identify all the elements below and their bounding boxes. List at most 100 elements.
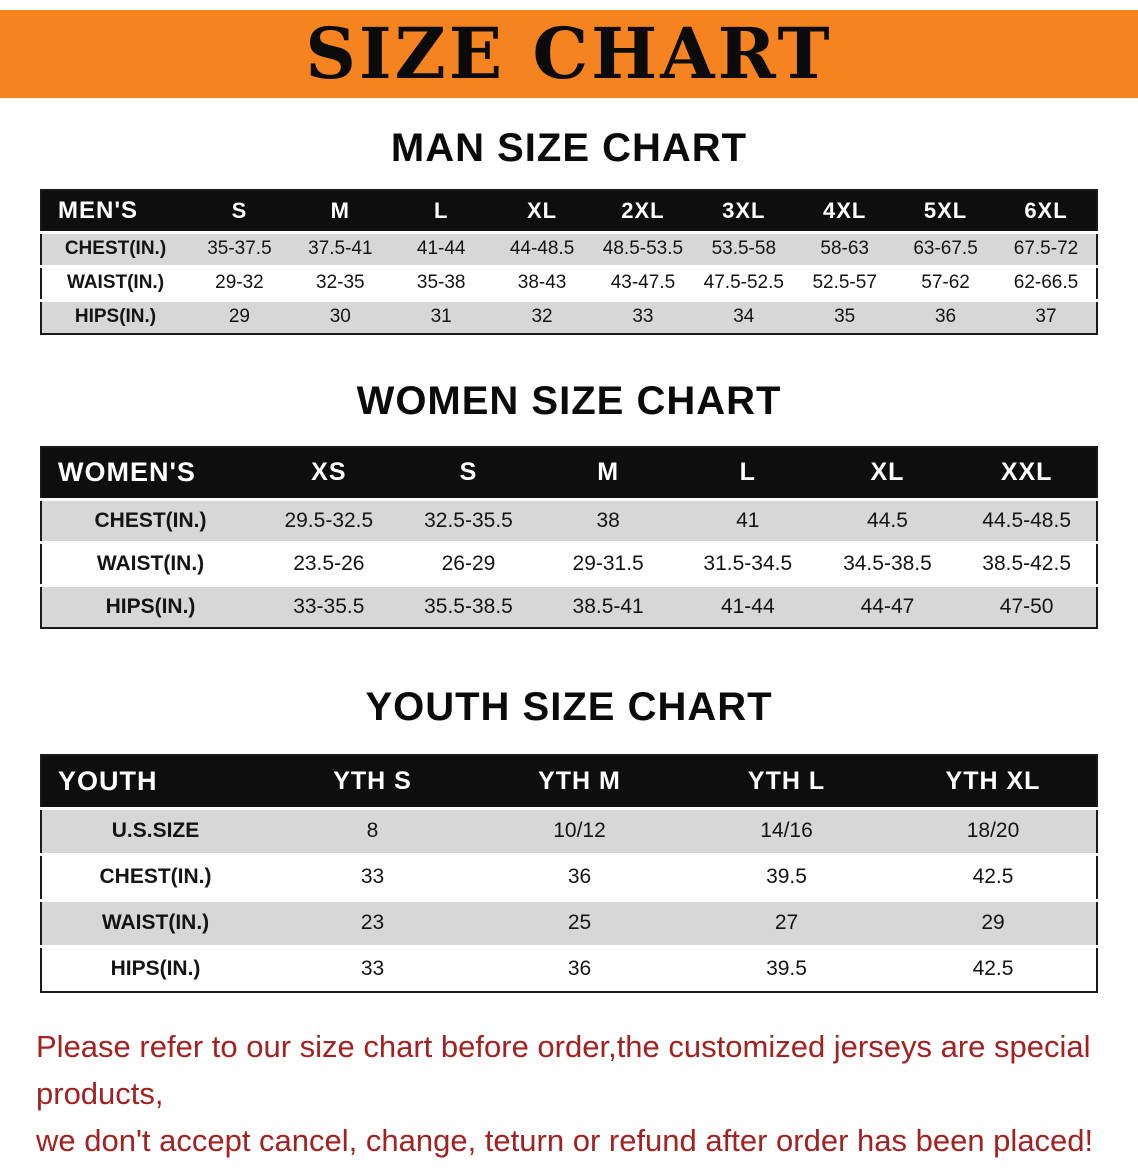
size-value-cell: 43-47.5 — [592, 264, 694, 300]
size-value-cell: 37 — [996, 298, 1097, 334]
measurement-row: WAIST(IN.) 23 25 27 29 — [41, 898, 1097, 946]
size-value-cell: 48.5-53.5 — [592, 230, 694, 266]
size-header-cell: YTH L — [683, 755, 890, 808]
youth-size-section: YOUTH SIZE CHART YOUTH YTH S YTH M YTH L YTH… — [0, 685, 1138, 993]
size-value-cell: 31.5-34.5 — [677, 540, 818, 585]
disclaimer-text: Please refer to our size chart before or… — [36, 1023, 1102, 1164]
size-value-cell: 41-44 — [677, 583, 818, 628]
size-value-cell: 35-38 — [390, 264, 492, 300]
size-value-cell: 33-35.5 — [259, 583, 399, 628]
size-value-cell: 42.5 — [890, 944, 1097, 992]
measurement-row: CHEST(IN.) 33 36 39.5 42.5 — [41, 852, 1097, 900]
size-value-cell: 31 — [390, 298, 492, 334]
size-value-cell: 41-44 — [390, 230, 492, 266]
measurement-row: WAIST(IN.) 23.5-26 26-29 29-31.5 31.5-34.5 34… — [41, 540, 1097, 585]
row-label-cell: HIPS(IN.) — [41, 583, 259, 628]
size-value-cell: 62-66.5 — [996, 264, 1097, 300]
size-value-cell: 42.5 — [890, 852, 1097, 900]
size-value-cell: 32.5-35.5 — [398, 497, 539, 542]
size-header-cell: S — [398, 447, 539, 499]
size-value-cell: 35 — [794, 298, 896, 334]
size-header-cell: YTH S — [269, 755, 476, 808]
measurement-row: U.S.SIZE 8 10/12 14/16 18/20 — [41, 806, 1097, 854]
size-value-cell: 33 — [592, 298, 694, 334]
size-chart-banner: SIZE CHART — [0, 10, 1138, 98]
size-header-cell: M — [289, 190, 391, 232]
size-value-cell: 30 — [289, 298, 391, 334]
size-value-cell: 38.5-42.5 — [957, 540, 1097, 585]
size-value-cell: 63-67.5 — [895, 230, 996, 266]
mens-section-heading: MAN SIZE CHART — [390, 126, 748, 170]
size-value-cell: 53.5-58 — [693, 230, 795, 266]
size-chart-page: SIZE CHART MAN SIZE CHART MEN'S S M L XL 2XL 3… — [0, 10, 1138, 1165]
row-label-cell: U.S.SIZE — [41, 806, 269, 854]
row-label-cell: WAIST(IN.) — [41, 540, 259, 585]
size-value-cell: 38.5-41 — [538, 583, 678, 628]
size-value-cell: 37.5-41 — [289, 230, 391, 266]
youth-section-heading: YOUTH SIZE CHART — [365, 685, 773, 729]
size-value-cell: 52.5-57 — [794, 264, 896, 300]
size-value-cell: 47-50 — [957, 583, 1097, 628]
size-header-cell: 5XL — [895, 190, 996, 232]
size-value-cell: 29 — [890, 898, 1097, 946]
size-value-cell: 10/12 — [476, 806, 683, 854]
size-header-cell: YTH M — [476, 755, 683, 808]
size-header-cell: L — [390, 190, 492, 232]
size-value-cell: 36 — [895, 298, 996, 334]
womens-section-heading: WOMEN SIZE CHART — [356, 379, 782, 423]
size-value-cell: 38 — [538, 497, 678, 542]
size-header-cell: M — [538, 447, 678, 499]
row-label-cell: HIPS(IN.) — [41, 944, 269, 992]
size-header-cell: XL — [817, 447, 958, 499]
size-value-cell: 29-31.5 — [538, 540, 678, 585]
disclaimer-line-1: Please refer to our size chart before or… — [36, 1029, 1091, 1112]
row-label-cell: WAIST(IN.) — [41, 264, 189, 300]
size-value-cell: 44.5 — [817, 497, 958, 542]
mens-size-section: MAN SIZE CHART MEN'S S M L XL 2XL 3XL 4XL 5XL 6XL… — [0, 126, 1138, 335]
size-value-cell: 39.5 — [683, 944, 890, 992]
size-value-cell: 36 — [476, 944, 683, 992]
table-name-cell: YOUTH — [41, 755, 269, 808]
size-header-cell: L — [677, 447, 818, 499]
size-value-cell: 36 — [476, 852, 683, 900]
disclaimer-line-2: we don't accept cancel, change, teturn o… — [36, 1123, 1094, 1159]
header-row: YOUTH YTH S YTH M YTH L YTH XL — [41, 755, 1097, 808]
size-value-cell: 23 — [269, 898, 476, 946]
size-header-cell: S — [189, 190, 290, 232]
size-value-cell: 34 — [693, 298, 795, 334]
size-value-cell: 29-32 — [189, 264, 290, 300]
measurement-row: HIPS(IN.) 33-35.5 35.5-38.5 38.5-41 41-44 44-… — [41, 583, 1097, 628]
size-header-cell: 2XL — [592, 190, 694, 232]
size-chart-title: SIZE CHART — [305, 12, 833, 95]
size-value-cell: 47.5-52.5 — [693, 264, 795, 300]
header-row: WOMEN'S XS S M L XL XXL — [41, 447, 1097, 499]
size-value-cell: 8 — [269, 806, 476, 854]
size-value-cell: 35-37.5 — [189, 230, 290, 266]
mens-size-table: MEN'S S M L XL 2XL 3XL 4XL 5XL 6XL CHEST(IN.) 35-37… — [40, 189, 1098, 335]
row-label-cell: WAIST(IN.) — [41, 898, 269, 946]
table-name-cell: WOMEN'S — [41, 447, 259, 499]
measurement-row: HIPS(IN.) 29 30 31 32 33 34 35 36 37 — [41, 298, 1097, 334]
size-header-cell: 3XL — [693, 190, 795, 232]
womens-size-table: WOMEN'S XS S M L XL XXL CHEST(IN.) 29.5-32.5 32.5… — [40, 446, 1098, 629]
row-label-cell: CHEST(IN.) — [41, 497, 259, 542]
size-value-cell: 44-47 — [817, 583, 958, 628]
size-value-cell: 44-48.5 — [491, 230, 593, 266]
size-value-cell: 38-43 — [491, 264, 593, 300]
size-value-cell: 44.5-48.5 — [957, 497, 1097, 542]
size-value-cell: 58-63 — [794, 230, 896, 266]
size-header-cell: XXL — [957, 447, 1097, 499]
size-value-cell: 34.5-38.5 — [817, 540, 958, 585]
measurement-row: CHEST(IN.) 29.5-32.5 32.5-35.5 38 41 44.5 44.5… — [41, 497, 1097, 542]
size-value-cell: 29.5-32.5 — [259, 497, 399, 542]
youth-size-table: YOUTH YTH S YTH M YTH L YTH XL U.S.SIZE 8 10/12… — [40, 754, 1098, 993]
measurement-row: WAIST(IN.) 29-32 32-35 35-38 38-43 43-47.5 47.… — [41, 264, 1097, 300]
row-label-cell: HIPS(IN.) — [41, 298, 189, 334]
size-value-cell: 25 — [476, 898, 683, 946]
size-header-cell: XL — [491, 190, 593, 232]
size-value-cell: 67.5-72 — [996, 230, 1097, 266]
size-value-cell: 32 — [491, 298, 593, 334]
size-value-cell: 27 — [683, 898, 890, 946]
size-value-cell: 39.5 — [683, 852, 890, 900]
size-value-cell: 32-35 — [289, 264, 391, 300]
